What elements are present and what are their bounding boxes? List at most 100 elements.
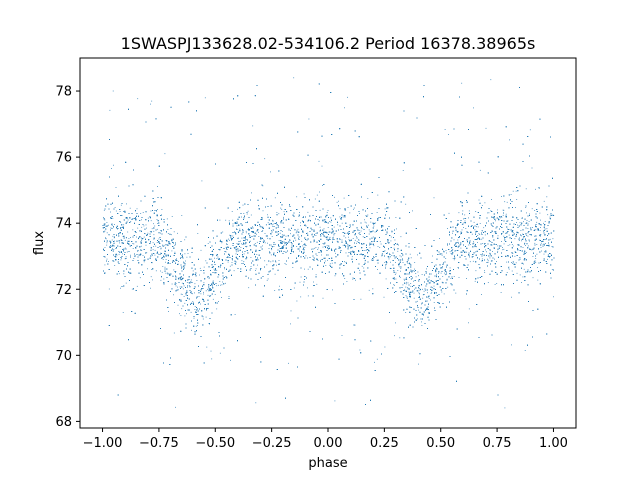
data-point: [329, 237, 331, 239]
data-point: [165, 261, 166, 263]
data-point: [322, 246, 324, 248]
data-point: [207, 294, 209, 296]
data-point: [281, 208, 283, 210]
data-point: [267, 242, 268, 244]
data-point: [540, 235, 541, 237]
data-point: [442, 266, 443, 267]
data-point: [140, 213, 142, 214]
data-point: [137, 250, 139, 252]
data-point: [444, 272, 446, 274]
data-point: [111, 168, 112, 169]
data-point: [225, 282, 226, 284]
data-point: [485, 127, 487, 129]
data-point: [180, 279, 182, 281]
data-point: [302, 245, 304, 247]
data-point: [334, 400, 336, 402]
data-point: [512, 256, 513, 257]
data-point: [386, 230, 388, 232]
data-point: [303, 193, 305, 195]
data-point: [515, 262, 517, 264]
data-point: [266, 264, 268, 266]
data-point: [258, 205, 260, 207]
data-point: [177, 286, 178, 288]
data-point: [275, 261, 277, 263]
data-point: [441, 254, 443, 256]
data-point: [180, 293, 182, 295]
data-point: [256, 233, 257, 235]
data-point: [479, 169, 481, 171]
data-point: [183, 261, 184, 263]
data-point: [209, 323, 210, 325]
data-point: [114, 224, 115, 225]
data-point: [338, 200, 339, 202]
data-point: [297, 260, 298, 262]
data-point: [129, 207, 131, 209]
data-point: [203, 291, 204, 293]
data-point: [270, 223, 271, 225]
data-point: [343, 197, 345, 199]
data-point: [167, 272, 169, 274]
data-point: [154, 254, 156, 256]
data-point: [249, 235, 250, 236]
data-point: [496, 283, 498, 284]
data-point: [230, 359, 231, 361]
data-point: [405, 295, 407, 297]
data-point: [465, 218, 467, 219]
data-point: [534, 235, 535, 237]
data-point: [512, 263, 514, 264]
data-point: [201, 180, 203, 182]
data-point: [339, 267, 341, 269]
data-point: [523, 221, 524, 223]
data-point: [123, 273, 125, 275]
data-point: [536, 221, 538, 223]
data-point: [295, 239, 297, 241]
data-point: [118, 251, 120, 252]
data-point: [521, 240, 522, 242]
data-point: [536, 244, 538, 245]
data-point: [447, 244, 448, 246]
data-point: [127, 231, 129, 233]
data-point: [349, 245, 351, 247]
data-point: [410, 283, 412, 284]
data-point: [136, 236, 137, 238]
data-point: [165, 259, 167, 260]
data-point: [469, 240, 471, 242]
data-point: [214, 257, 215, 259]
data-point: [407, 263, 409, 264]
data-point: [162, 245, 164, 247]
data-point: [115, 254, 116, 256]
data-point: [146, 252, 148, 254]
data-point: [418, 275, 419, 277]
data-point: [492, 251, 493, 252]
data-point: [245, 246, 246, 247]
data-point: [374, 223, 376, 224]
data-point: [531, 249, 533, 251]
data-point: [537, 230, 539, 231]
data-point: [503, 209, 505, 211]
data-point: [150, 220, 152, 222]
data-point: [443, 262, 444, 264]
data-point: [384, 250, 386, 252]
data-point: [377, 194, 379, 196]
data-point: [228, 238, 229, 240]
data-point: [110, 242, 111, 244]
data-point: [164, 153, 166, 155]
data-point: [276, 212, 278, 213]
data-point: [108, 288, 110, 290]
data-point: [122, 312, 124, 313]
data-point: [120, 257, 122, 258]
data-point: [512, 255, 513, 256]
data-point: [407, 287, 409, 288]
data-point: [113, 260, 115, 262]
data-point: [430, 286, 432, 288]
data-point: [361, 265, 363, 267]
data-point: [359, 233, 360, 235]
data-point: [313, 285, 314, 286]
data-point: [325, 236, 326, 238]
data-point: [332, 236, 334, 238]
data-point: [468, 255, 470, 257]
data-point: [211, 258, 213, 260]
data-point: [320, 259, 321, 261]
data-point: [539, 230, 541, 231]
